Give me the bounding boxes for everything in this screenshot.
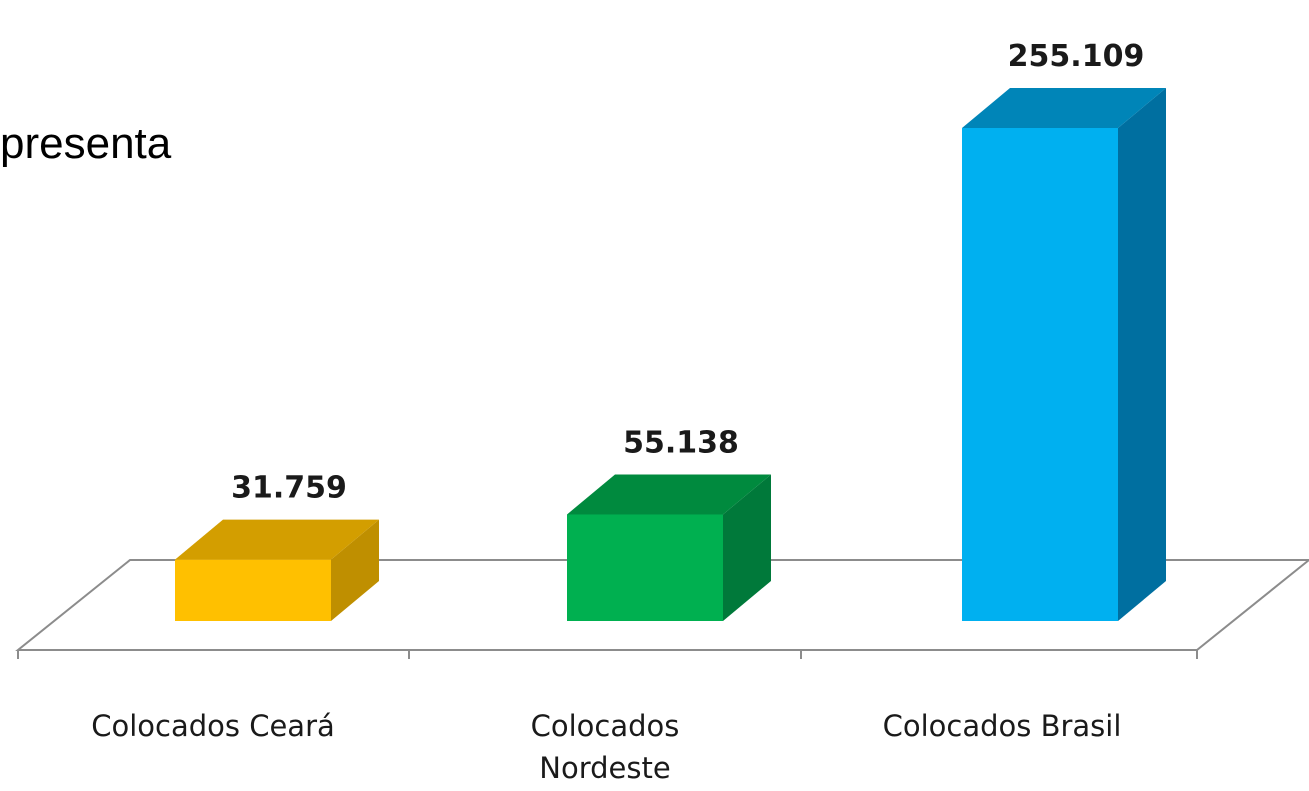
value-label: 31.759 xyxy=(231,471,347,506)
category-label: Colocados Nordeste xyxy=(531,709,680,785)
bar-1 xyxy=(175,519,379,621)
category-label-line: Colocados xyxy=(531,709,680,743)
value-label: 55.138 xyxy=(623,425,739,460)
bar-3 xyxy=(962,88,1166,621)
category-label-line: Colocados Ceará xyxy=(91,709,335,743)
bar-top-face xyxy=(175,519,379,560)
bar-side-face xyxy=(723,474,771,621)
bar-front-face xyxy=(175,559,331,621)
category-labels: Colocados Ceará Colocados NordesteColocado… xyxy=(91,709,1121,785)
value-label: 255.109 xyxy=(1008,39,1145,74)
bar-side-face xyxy=(1118,88,1166,621)
bar-front-face xyxy=(567,514,723,621)
bar-top-face xyxy=(962,88,1166,128)
bar-top-face xyxy=(567,474,771,515)
category-label: Colocados Ceará xyxy=(91,709,335,743)
bar-2 xyxy=(567,474,771,621)
category-label-line: Nordeste xyxy=(539,751,670,785)
partial-heading-text: presenta xyxy=(0,119,172,168)
category-label-line: Colocados Brasil xyxy=(883,709,1122,743)
bars xyxy=(175,88,1166,621)
bar-side-face xyxy=(331,519,379,621)
category-label: Colocados Brasil xyxy=(883,709,1122,743)
value-labels: 31.759 55.138 255.109 xyxy=(231,39,1144,506)
bar-front-face xyxy=(962,128,1118,621)
